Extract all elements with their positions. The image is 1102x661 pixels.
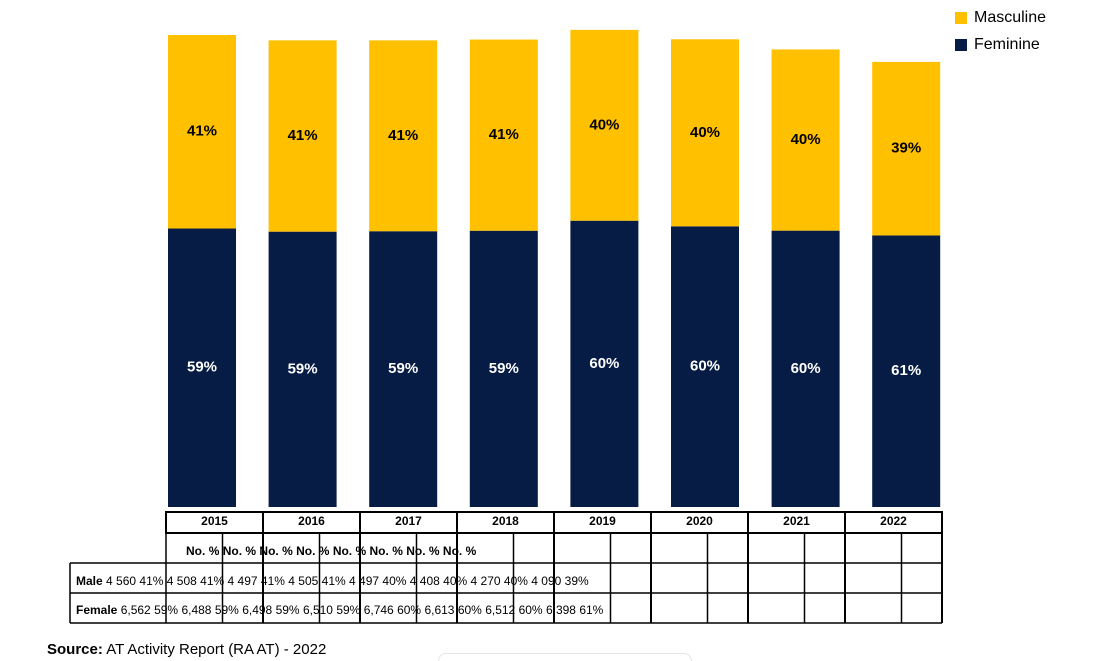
bar-segment — [469, 230, 538, 507]
percent-cell: 40% — [443, 574, 468, 588]
row-label: Male — [76, 574, 103, 588]
subheader: No. — [259, 544, 279, 558]
count-cell: 6,510 — [302, 603, 333, 617]
year-header: 2015 — [201, 514, 228, 528]
count-cell: 6,488 — [181, 603, 212, 617]
subheader: % — [245, 544, 257, 558]
row-label: Female — [76, 603, 118, 617]
subheader: No. — [369, 544, 389, 558]
value-label: 39% — [891, 140, 921, 157]
bar-segment — [570, 220, 639, 507]
legend-swatch — [955, 12, 967, 24]
count-cell: 4 560 — [106, 574, 137, 588]
value-label: 40% — [589, 116, 619, 133]
subheader: No. — [332, 544, 353, 558]
percent-cell: 61% — [579, 603, 604, 617]
value-label: 41% — [388, 127, 418, 144]
bar-segment — [671, 39, 739, 227]
bar-segment — [872, 235, 941, 507]
percent-cell: 59% — [336, 603, 361, 617]
percent-cell: 40% — [503, 574, 528, 588]
legend-label: Feminine — [974, 36, 1040, 53]
bar-segment — [369, 231, 438, 507]
year-header: 2021 — [783, 514, 810, 528]
value-label: 41% — [489, 126, 519, 143]
percent-cell: 60% — [397, 603, 422, 617]
percent-cell: 60% — [457, 603, 482, 617]
count-cell: 4 408 — [409, 574, 440, 588]
count-cell: 4 497 — [349, 574, 380, 588]
subheader: % — [282, 544, 293, 558]
year-header: 2019 — [589, 514, 616, 528]
source-text: AT Activity Report (RA AT) - 2022 — [106, 641, 327, 658]
year-header: 2018 — [492, 514, 519, 528]
count-cell: 4 505 — [288, 574, 319, 588]
table-row: Male 4 560 41% 4 508 41% 4 497 41% 4 505… — [76, 574, 592, 588]
subheader: % — [465, 544, 477, 558]
percent-cell: 40% — [382, 574, 407, 588]
percent-cell: 59% — [275, 603, 300, 617]
percent-cell: 39% — [564, 574, 589, 588]
bar-segment — [168, 35, 236, 229]
bar-segment — [771, 49, 840, 231]
year-header: 2016 — [298, 514, 325, 528]
count-cell: 4 270 — [470, 574, 501, 588]
count-cell: 6,613 — [424, 603, 455, 617]
bar-segment — [268, 231, 337, 507]
value-label: 59% — [388, 360, 418, 377]
value-label: 59% — [288, 360, 318, 377]
value-label: 60% — [690, 358, 720, 375]
percent-cell: 41% — [260, 574, 285, 588]
bar-segment — [771, 230, 840, 508]
legend-swatch — [955, 39, 967, 51]
count-cell: 6,746 — [363, 603, 394, 617]
subheader: % — [318, 544, 330, 558]
count-cell: 6,562 — [120, 603, 151, 617]
value-label: 59% — [489, 360, 519, 377]
source: Source: AT Activity Report (RA AT) - 202… — [47, 641, 326, 658]
bar-segment — [369, 40, 438, 232]
subheader: % — [392, 544, 403, 558]
count-cell: 6,498 — [242, 603, 273, 617]
bar-segment — [570, 29, 639, 221]
value-label: 60% — [791, 360, 821, 377]
percent-cell: 59% — [214, 603, 239, 617]
percent-cell: 41% — [321, 574, 346, 588]
percent-cell: 41% — [139, 574, 164, 588]
year-header: 2017 — [395, 514, 422, 528]
subheader: No. — [222, 544, 243, 558]
count-cell: 6,512 — [485, 603, 516, 617]
bar-segment — [469, 39, 538, 231]
value-label: 59% — [187, 359, 217, 376]
count-cell: 4 090 — [531, 574, 562, 588]
legend-label: Masculine — [974, 9, 1046, 26]
bar-segment — [671, 226, 739, 507]
count-cell: 4 508 — [166, 574, 197, 588]
count-cell: 4 497 — [227, 574, 258, 588]
subheader: No. — [296, 544, 316, 558]
source-label: Source: — [47, 641, 103, 658]
year-header: 2022 — [880, 514, 907, 528]
bar-segment — [872, 61, 941, 236]
year-header: 2020 — [686, 514, 713, 528]
subheader: No. — [186, 544, 206, 558]
bar-segment — [268, 40, 337, 232]
value-label: 61% — [891, 362, 921, 379]
value-label: 41% — [288, 127, 318, 144]
subheader: % — [208, 544, 220, 558]
percent-cell: 41% — [200, 574, 225, 588]
bar-segment — [168, 228, 236, 507]
subheader: % — [428, 544, 440, 558]
value-label: 40% — [690, 124, 720, 141]
value-label: 41% — [187, 123, 217, 140]
value-label: 60% — [589, 355, 619, 372]
percent-cell: 60% — [518, 603, 543, 617]
value-label: 40% — [791, 131, 821, 148]
scroll-box — [438, 653, 692, 661]
